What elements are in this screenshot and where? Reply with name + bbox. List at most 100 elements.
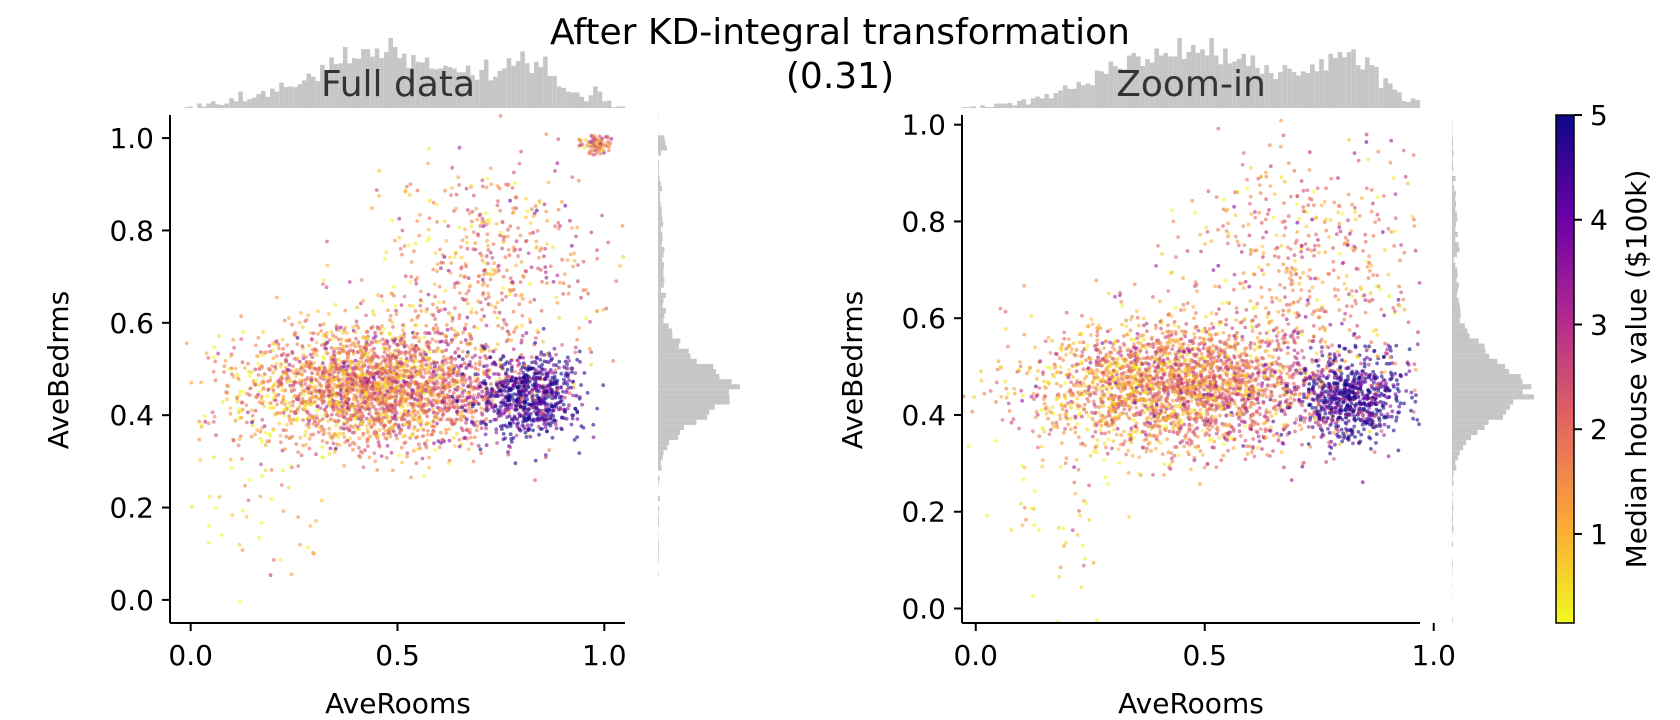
scatter-point bbox=[472, 393, 476, 398]
scatter-point bbox=[337, 357, 341, 362]
scatter-point bbox=[504, 371, 508, 376]
scatter-point bbox=[311, 351, 316, 355]
scatter-point bbox=[360, 355, 364, 360]
scatter-point bbox=[237, 410, 241, 414]
scatter-point bbox=[460, 349, 465, 354]
scatter-point bbox=[487, 221, 491, 226]
scatter-point bbox=[526, 428, 531, 432]
scatter-point bbox=[345, 388, 349, 393]
scatter-point bbox=[281, 369, 285, 374]
histogram-bar bbox=[297, 84, 302, 108]
scatter-point bbox=[558, 280, 562, 285]
scatter-point bbox=[294, 442, 299, 446]
scatter-point bbox=[534, 404, 539, 408]
scatter-point bbox=[367, 401, 372, 406]
scatter-point bbox=[380, 324, 384, 328]
scatter-point bbox=[501, 398, 506, 403]
histogram-bar bbox=[658, 282, 664, 288]
scatter-point bbox=[490, 394, 494, 398]
histogram-bar bbox=[1094, 70, 1100, 108]
scatter-point bbox=[255, 428, 260, 432]
scatter-point bbox=[571, 393, 575, 398]
scatter-point bbox=[374, 434, 379, 439]
histogram-bar bbox=[1452, 135, 1453, 141]
scatter-point bbox=[308, 352, 313, 357]
scatter-point bbox=[501, 383, 505, 388]
scatter-point bbox=[431, 398, 435, 402]
scatter-point bbox=[543, 425, 548, 430]
scatter-point bbox=[386, 379, 390, 384]
scatter-point bbox=[501, 355, 506, 359]
scatter-point bbox=[404, 360, 408, 364]
scatter-point bbox=[553, 422, 558, 427]
scatter-point bbox=[395, 343, 400, 347]
scatter-point bbox=[601, 307, 606, 312]
scatter-point bbox=[455, 373, 459, 378]
scatter-point bbox=[518, 233, 523, 238]
scatter-point bbox=[431, 403, 436, 408]
scatter-point bbox=[243, 483, 248, 488]
histogram-bar bbox=[1452, 206, 1456, 212]
scatter-point bbox=[357, 436, 362, 441]
scatter-point bbox=[322, 365, 327, 370]
scatter-point bbox=[375, 340, 379, 345]
histogram-bar bbox=[1397, 92, 1402, 109]
scatter-point bbox=[375, 397, 380, 401]
scatter-point bbox=[222, 370, 227, 374]
histogram-bar bbox=[1126, 55, 1132, 108]
scatter-point bbox=[538, 357, 543, 362]
scatter-point bbox=[383, 398, 387, 402]
scatter-point bbox=[541, 326, 546, 331]
histogram-bar bbox=[315, 81, 321, 108]
scatter-point bbox=[238, 434, 243, 439]
scatter-point bbox=[542, 402, 547, 406]
scatter-point bbox=[394, 411, 399, 416]
scatter-point bbox=[246, 361, 250, 366]
scatter-point bbox=[1048, 427, 1053, 432]
scatter-point bbox=[463, 408, 468, 413]
scatter-point bbox=[403, 350, 408, 355]
scatter-point bbox=[475, 424, 480, 428]
scatter-point bbox=[484, 406, 489, 411]
scatter-point bbox=[415, 428, 420, 433]
scatter-point bbox=[597, 138, 602, 143]
scatter-point bbox=[1058, 384, 1063, 388]
scatter-point bbox=[471, 387, 476, 392]
histogram-bar bbox=[1044, 94, 1049, 108]
scatter-point bbox=[1059, 441, 1064, 445]
histogram-bar bbox=[529, 73, 535, 108]
histogram-bar bbox=[433, 69, 439, 108]
histogram-bar bbox=[1452, 369, 1510, 375]
scatter-point bbox=[344, 411, 349, 416]
histogram-bar bbox=[1452, 176, 1456, 182]
scatter-point bbox=[244, 515, 249, 519]
scatter-point bbox=[307, 425, 311, 430]
scatter-point bbox=[459, 245, 463, 249]
scatter-point bbox=[390, 335, 395, 340]
scatter-point bbox=[452, 328, 457, 333]
scatter-point bbox=[224, 390, 229, 394]
scatter-point bbox=[1072, 465, 1076, 469]
scatter-point bbox=[485, 232, 490, 237]
scatter-point bbox=[315, 404, 320, 409]
scatter-point bbox=[312, 361, 316, 365]
scatter-point bbox=[1050, 339, 1054, 343]
scatter-point bbox=[401, 387, 405, 392]
histogram-bar bbox=[1374, 66, 1379, 108]
scatter-point bbox=[412, 249, 416, 254]
scatter-point bbox=[320, 417, 325, 421]
scatter-point bbox=[554, 426, 559, 431]
scatter-point bbox=[443, 307, 447, 312]
histogram-bar bbox=[1172, 56, 1178, 108]
scatter-point bbox=[369, 425, 374, 430]
scatter-point bbox=[345, 330, 349, 335]
scatter-point bbox=[382, 379, 387, 384]
scatter-point bbox=[284, 377, 289, 381]
scatter-point bbox=[369, 380, 374, 385]
histogram-bar bbox=[229, 98, 234, 108]
scatter-point bbox=[419, 388, 424, 393]
scatter-point bbox=[290, 351, 295, 356]
scatter-point bbox=[291, 383, 296, 388]
scatter-point bbox=[352, 366, 357, 370]
scatter-point bbox=[517, 376, 522, 380]
